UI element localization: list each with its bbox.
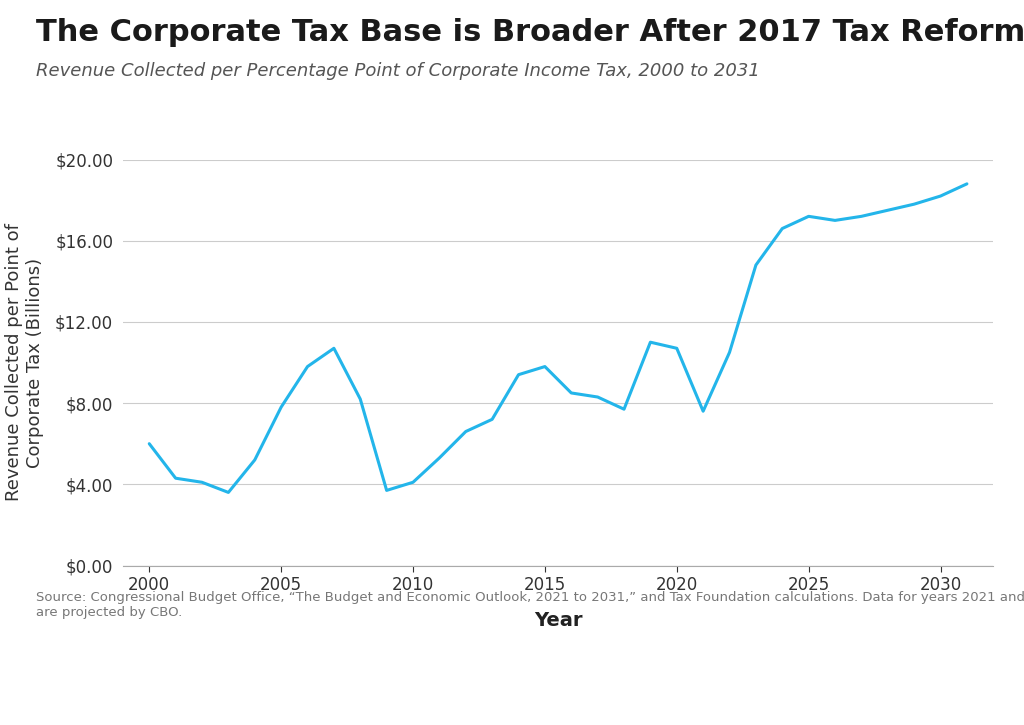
Text: TAX FOUNDATION: TAX FOUNDATION [26, 689, 205, 707]
Text: Source: Congressional Budget Office, “The Budget and Economic Outlook, 2021 to 2: Source: Congressional Budget Office, “Th… [36, 591, 1024, 619]
Text: The Corporate Tax Base is Broader After 2017 Tax Reform: The Corporate Tax Base is Broader After … [36, 18, 1024, 47]
Text: @TaxFoundation: @TaxFoundation [850, 689, 998, 707]
X-axis label: Year: Year [534, 610, 583, 629]
Text: Revenue Collected per Percentage Point of Corporate Income Tax, 2000 to 2031: Revenue Collected per Percentage Point o… [36, 62, 760, 80]
Y-axis label: Revenue Collected per Point of
Corporate Tax (Billions): Revenue Collected per Point of Corporate… [5, 223, 44, 502]
